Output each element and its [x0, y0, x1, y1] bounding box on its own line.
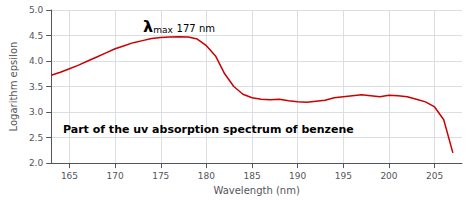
- svg-text:5.0: 5.0: [29, 5, 44, 15]
- svg-text:195: 195: [335, 171, 352, 181]
- svg-text:190: 190: [289, 171, 306, 181]
- svg-text:180: 180: [198, 171, 215, 181]
- svg-text:Part of the uv absorption spec: Part of the uv absorption spectrum of be…: [63, 123, 354, 136]
- svg-text:165: 165: [61, 171, 78, 181]
- svg-text:Logarithm epsilon: Logarithm epsilon: [8, 42, 19, 132]
- svg-text:185: 185: [243, 171, 260, 181]
- svg-text:4.5: 4.5: [29, 31, 43, 41]
- svg-text:2.0: 2.0: [29, 158, 44, 168]
- svg-text:175: 175: [152, 171, 169, 181]
- svg-text:Wavelength (nm): Wavelength (nm): [213, 185, 299, 196]
- svg-text:3.0: 3.0: [29, 107, 44, 117]
- svg-text:205: 205: [426, 171, 443, 181]
- svg-text:170: 170: [107, 171, 124, 181]
- svg-text:4.0: 4.0: [29, 56, 44, 66]
- svg-text:200: 200: [380, 171, 397, 181]
- svg-text:λ: λ: [143, 17, 153, 36]
- svg-text:2.5: 2.5: [29, 133, 43, 143]
- svg-text:max: max: [153, 25, 173, 35]
- svg-text:3.5: 3.5: [29, 82, 43, 92]
- svg-text:177 nm: 177 nm: [177, 23, 215, 34]
